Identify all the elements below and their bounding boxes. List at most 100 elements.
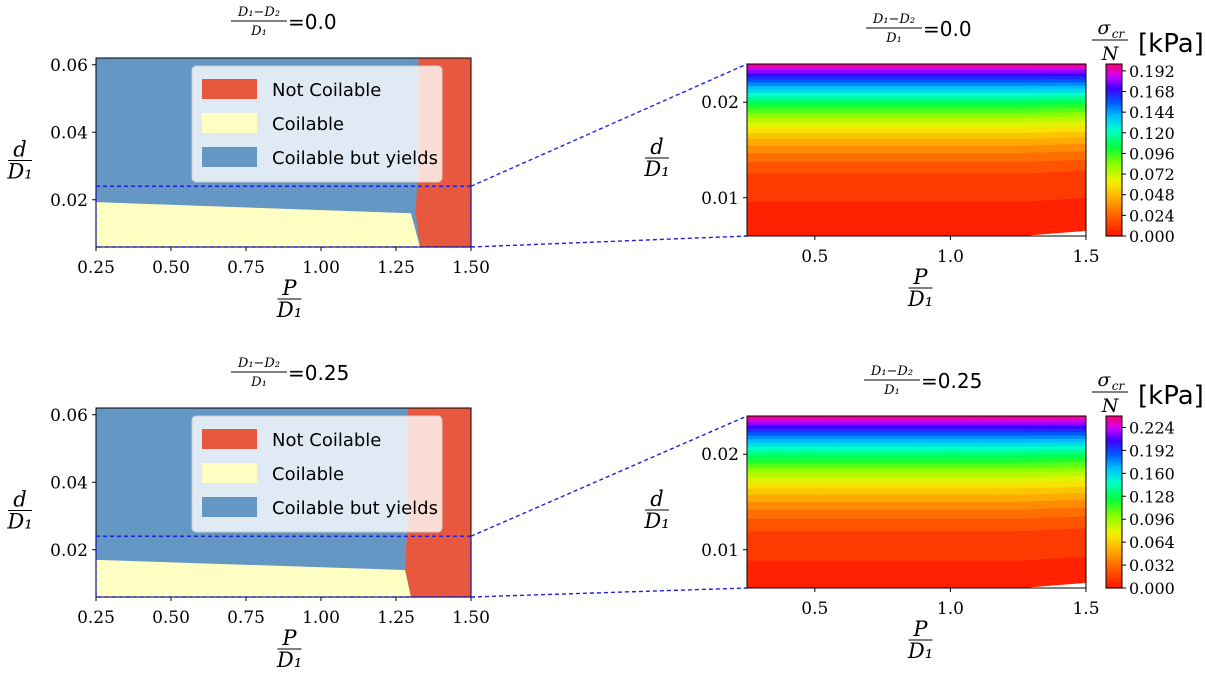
- colorbar-segment: [1106, 221, 1122, 226]
- zoom-connector-bottom: [470, 235, 748, 248]
- colorbar-tick-label: 0.000: [1129, 579, 1175, 598]
- colorbar-segment: [1106, 479, 1122, 483]
- zoom-box: [95, 535, 472, 598]
- colorbar-segment: [1106, 530, 1122, 535]
- colorbar-segment: [1106, 585, 1122, 589]
- contour-band: [746, 556, 1087, 589]
- colorbar-segment: [1106, 516, 1122, 520]
- colorbar-segment: [1106, 210, 1122, 214]
- legend: Not Coilable Coilable Coilable but yields: [191, 65, 443, 183]
- title-top-right: D₁−D₂ D₁ =0.0: [866, 12, 972, 46]
- x-axis-label-den: D₁: [907, 639, 933, 663]
- colorbar-segment: [1106, 444, 1122, 449]
- colorbar: 0.000 0.032 0.064 0.096 0.128 0.160 0.192 0.224…: [1092, 369, 1204, 598]
- contour-band: [746, 425, 1087, 429]
- colorbar-segment: [1106, 430, 1122, 434]
- zoom-connectors-top: [470, 63, 748, 248]
- colorbar-segment: [1106, 121, 1122, 125]
- colorbar-segment: [1106, 92, 1122, 97]
- y-tick-label: 0.02: [701, 93, 739, 113]
- contour-band: [746, 438, 1087, 443]
- colorbar-segment: [1106, 233, 1122, 237]
- x-tick-label: 1.00: [302, 258, 340, 278]
- y-axis-label-den: D₁: [643, 157, 669, 181]
- y-tick-label: 0.04: [50, 473, 88, 493]
- colorbar-tick-label: 0.024: [1129, 206, 1175, 225]
- y-tick-label: 0.02: [701, 445, 739, 465]
- colorbar-segment: [1106, 104, 1122, 108]
- colorbar-segment: [1106, 567, 1122, 572]
- x-tick-label: 0.5: [801, 247, 828, 267]
- colorbar-segment: [1106, 527, 1122, 532]
- colorbar-tick-label: 0.168: [1129, 83, 1175, 102]
- colorbar-segment: [1106, 230, 1122, 234]
- colorbar-tick-label: 0.192: [1129, 62, 1175, 81]
- colorbar-segment: [1106, 181, 1122, 185]
- y-axis-label-den: D₁: [6, 160, 32, 184]
- contour-band: [746, 428, 1087, 433]
- colorbar-title-N: N: [1101, 43, 1120, 65]
- colorbar-segment: [1106, 481, 1122, 486]
- legend-label: Not Coilable: [272, 430, 381, 451]
- contour-band: [746, 197, 1087, 237]
- legend-swatch: [202, 147, 257, 167]
- colorbar-segment: [1106, 573, 1122, 578]
- colorbar-segment: [1106, 109, 1122, 114]
- colorbar-title-sub: cr: [1112, 27, 1126, 41]
- legend-swatch: [202, 497, 257, 517]
- y-tick-label: 0.02: [50, 191, 88, 211]
- title-bottom-left-den: D₁: [250, 375, 267, 390]
- colorbar-segment: [1106, 107, 1122, 111]
- colorbar-segment: [1106, 556, 1122, 560]
- colorbar-segment: [1106, 418, 1122, 423]
- colorbar-segment: [1106, 118, 1122, 122]
- region-coilable: [96, 559, 411, 597]
- y-axis-label: dD₁: [6, 488, 32, 534]
- x-axis-label-den: D₁: [907, 287, 933, 311]
- colorbar-segment: [1106, 112, 1122, 117]
- colorbar-segment: [1106, 424, 1122, 429]
- colorbar-segment: [1106, 124, 1122, 128]
- colorbar-segment: [1106, 473, 1122, 477]
- colorbar-segment: [1106, 164, 1122, 168]
- colorbar-segment: [1106, 127, 1122, 131]
- colorbar-segment: [1106, 453, 1122, 457]
- colorbar-tick-label: 0.128: [1129, 487, 1175, 506]
- colorbar-segment: [1106, 224, 1122, 228]
- y-axis-label-num: d: [650, 487, 663, 511]
- axes-frame: [746, 63, 1087, 237]
- legend: Not Coilable Coilable Coilable but yields: [191, 415, 443, 533]
- colorbar-segment: [1106, 490, 1122, 494]
- legend-label: Coilable: [272, 464, 344, 485]
- zoom-connectors-bottom: [470, 415, 748, 598]
- colorbar-segment: [1106, 95, 1122, 99]
- legend-label: Not Coilable: [272, 80, 381, 101]
- colorbar-segment: [1106, 218, 1122, 223]
- colorbar-segment: [1106, 559, 1122, 563]
- colorbar-title: σ cr N [kPa]: [1092, 17, 1204, 65]
- colorbar-segment: [1106, 507, 1122, 512]
- colorbar-segment: [1106, 158, 1122, 163]
- colorbar-segment: [1106, 510, 1122, 515]
- title-top-right-den: D₁: [885, 31, 902, 46]
- colorbar-segment: [1106, 450, 1122, 454]
- colorbar-segment: [1106, 138, 1122, 142]
- x-axis-label: PD₁: [276, 276, 302, 322]
- colorbar-segment: [1106, 447, 1122, 451]
- colorbar-title: σ cr N [kPa]: [1092, 369, 1204, 417]
- x-tick-label: 1.5: [1072, 599, 1099, 619]
- x-tick-label: 0.50: [152, 608, 190, 628]
- title-top-right-num: D₁−D₂: [872, 12, 915, 27]
- colorbar-segment: [1106, 504, 1122, 509]
- title-top-right-value: =0.0: [923, 17, 972, 41]
- zoom-connector-bottom: [470, 587, 748, 598]
- legend-swatch: [202, 79, 257, 99]
- colorbar-tick-label: 0.048: [1129, 186, 1175, 205]
- colorbar-segment: [1106, 562, 1122, 566]
- colorbar-segment: [1106, 175, 1122, 180]
- x-tick-label: 1.25: [377, 258, 415, 278]
- x-tick-label: 1.0: [937, 247, 964, 267]
- axes-frame: [746, 415, 1087, 589]
- title-bottom-right: D₁−D₂ D₁ =0.25: [864, 364, 982, 398]
